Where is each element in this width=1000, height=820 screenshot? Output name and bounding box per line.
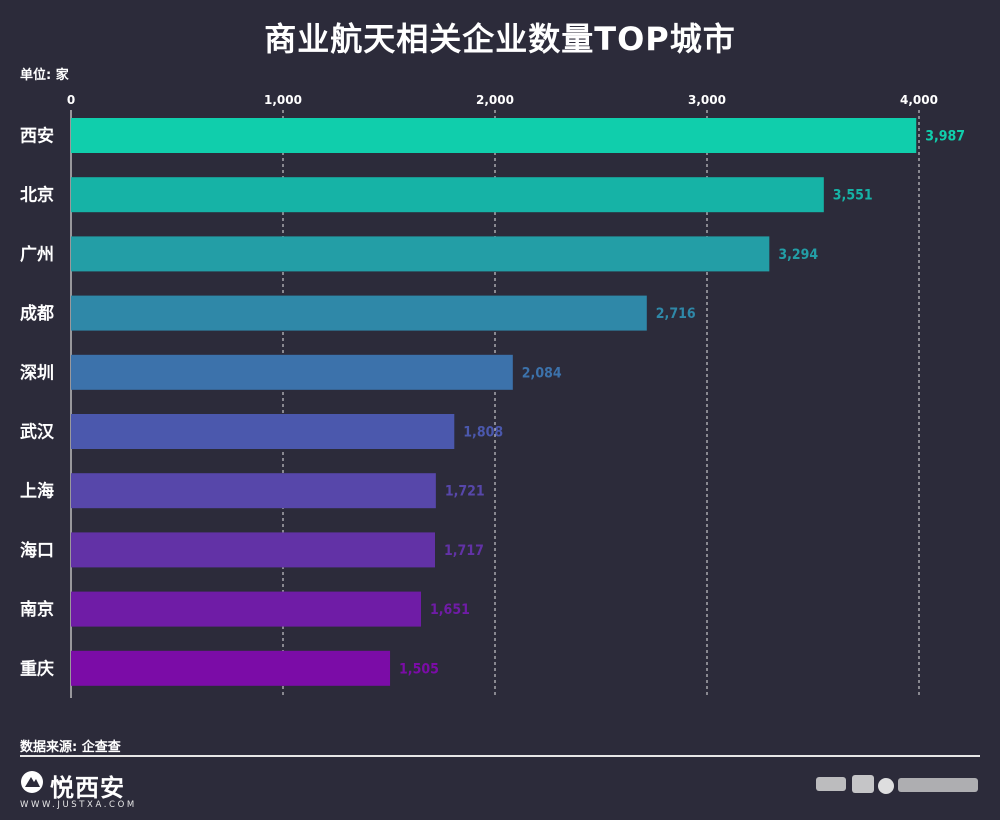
- brand-logo: 悦西安 WWW.JUSTXA.COM: [20, 768, 200, 812]
- value-label: 1,717: [444, 543, 484, 559]
- value-label: 2,716: [656, 306, 696, 322]
- bar: [71, 532, 436, 568]
- bar: [71, 414, 455, 449]
- value-label: 1,505: [399, 661, 439, 677]
- chart-title: 商业航天相关企业数量TOP城市: [264, 20, 736, 58]
- logo-url: WWW.JUSTXA.COM: [20, 800, 137, 810]
- category-label: 成都: [20, 303, 54, 324]
- category-label: 北京: [20, 185, 54, 206]
- category-label: 深圳: [20, 362, 54, 383]
- bar: [71, 473, 436, 509]
- value-label: 3,551: [833, 188, 873, 204]
- watermark-icon: [816, 775, 978, 794]
- value-label: 1,721: [445, 484, 485, 500]
- bar-chart: 0 1,000 2,000 3,000 4,000 西安 3,987 北京 3,551 广州 3,2…: [20, 93, 965, 698]
- value-label: 3,987: [925, 129, 965, 145]
- x-tick-label: 0: [67, 93, 75, 107]
- bar: [71, 354, 513, 390]
- bar: [71, 118, 917, 153]
- bar: [71, 236, 770, 272]
- value-label: 2,084: [522, 365, 562, 381]
- source-label: 数据来源: 企查查: [20, 740, 121, 755]
- bar: [71, 591, 422, 627]
- value-label: 1,808: [463, 425, 503, 441]
- unit-label: 单位: 家: [20, 68, 69, 83]
- logo-mark-icon: [21, 771, 43, 793]
- category-label: 上海: [20, 481, 54, 502]
- category-label: 南京: [20, 599, 54, 620]
- footer-divider: [20, 755, 980, 757]
- category-label: 西安: [20, 126, 54, 147]
- x-tick-label: 2,000: [476, 93, 514, 107]
- category-label: 重庆: [20, 658, 54, 679]
- x-tick-label: 4,000: [900, 93, 938, 107]
- x-tick-label: 1,000: [264, 93, 302, 107]
- bar: [71, 295, 647, 331]
- category-label: 海口: [20, 540, 54, 561]
- value-label: 3,294: [778, 247, 818, 263]
- value-label: 1,651: [430, 602, 470, 618]
- category-label: 武汉: [20, 422, 55, 443]
- bar: [71, 177, 824, 213]
- category-label: 广州: [20, 244, 54, 265]
- bar: [71, 650, 391, 686]
- logo-name: 悦西安: [50, 774, 125, 802]
- x-tick-label: 3,000: [688, 93, 726, 107]
